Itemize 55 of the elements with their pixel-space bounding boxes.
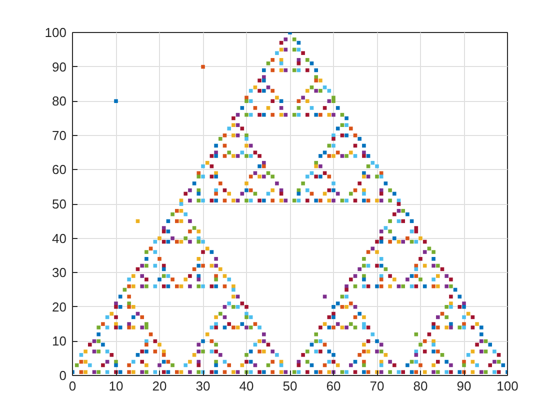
point <box>244 99 248 103</box>
x-tick-label: 80 <box>413 378 428 394</box>
point <box>201 164 205 168</box>
point <box>144 250 148 254</box>
point <box>418 236 422 240</box>
y-tick-label: 50 <box>52 196 67 212</box>
x-tick-label: 70 <box>370 378 384 394</box>
point <box>466 312 470 316</box>
x-tick-label: 90 <box>456 378 472 394</box>
point <box>462 302 466 306</box>
y-tick-label: 30 <box>52 265 67 280</box>
point <box>118 294 122 299</box>
y-tick-label: 40 <box>52 230 67 246</box>
point <box>384 182 388 186</box>
y-tick-label: 70 <box>52 128 67 143</box>
point <box>240 106 244 110</box>
point <box>114 302 118 306</box>
point <box>414 230 418 234</box>
point <box>332 99 336 103</box>
point <box>262 68 266 72</box>
point <box>432 256 436 261</box>
point <box>214 150 218 154</box>
point <box>353 134 358 138</box>
x-tick-label: 50 <box>282 378 298 394</box>
point <box>432 250 436 254</box>
x-tick-label: 20 <box>152 378 167 394</box>
x-tick-label: 40 <box>239 378 254 394</box>
point <box>158 236 162 240</box>
x-tick-label: 60 <box>326 378 341 394</box>
y-tick-label: 90 <box>52 59 67 74</box>
point <box>375 164 379 168</box>
x-tick-label: 0 <box>68 378 76 394</box>
point <box>336 106 340 110</box>
x-tick-label: 100 <box>496 378 518 394</box>
y-tick-label: 0 <box>59 368 67 383</box>
point <box>96 332 100 336</box>
x-tick-label: 10 <box>108 378 124 394</box>
point <box>144 256 148 261</box>
y-tick-label: 60 <box>52 162 67 178</box>
point <box>362 144 366 148</box>
point <box>248 88 253 93</box>
point <box>458 294 462 299</box>
y-tick-label: 80 <box>52 94 67 109</box>
point <box>379 171 384 176</box>
point <box>314 68 318 72</box>
y-tick-label: 20 <box>52 299 67 314</box>
point <box>222 134 227 138</box>
x-tick-label: 30 <box>196 378 210 394</box>
point <box>480 332 484 336</box>
point <box>192 182 196 186</box>
point <box>214 144 218 148</box>
y-tick-label: 100 <box>44 25 67 40</box>
y-tick-label: 10 <box>52 334 67 349</box>
point <box>162 230 166 234</box>
point <box>362 150 366 154</box>
